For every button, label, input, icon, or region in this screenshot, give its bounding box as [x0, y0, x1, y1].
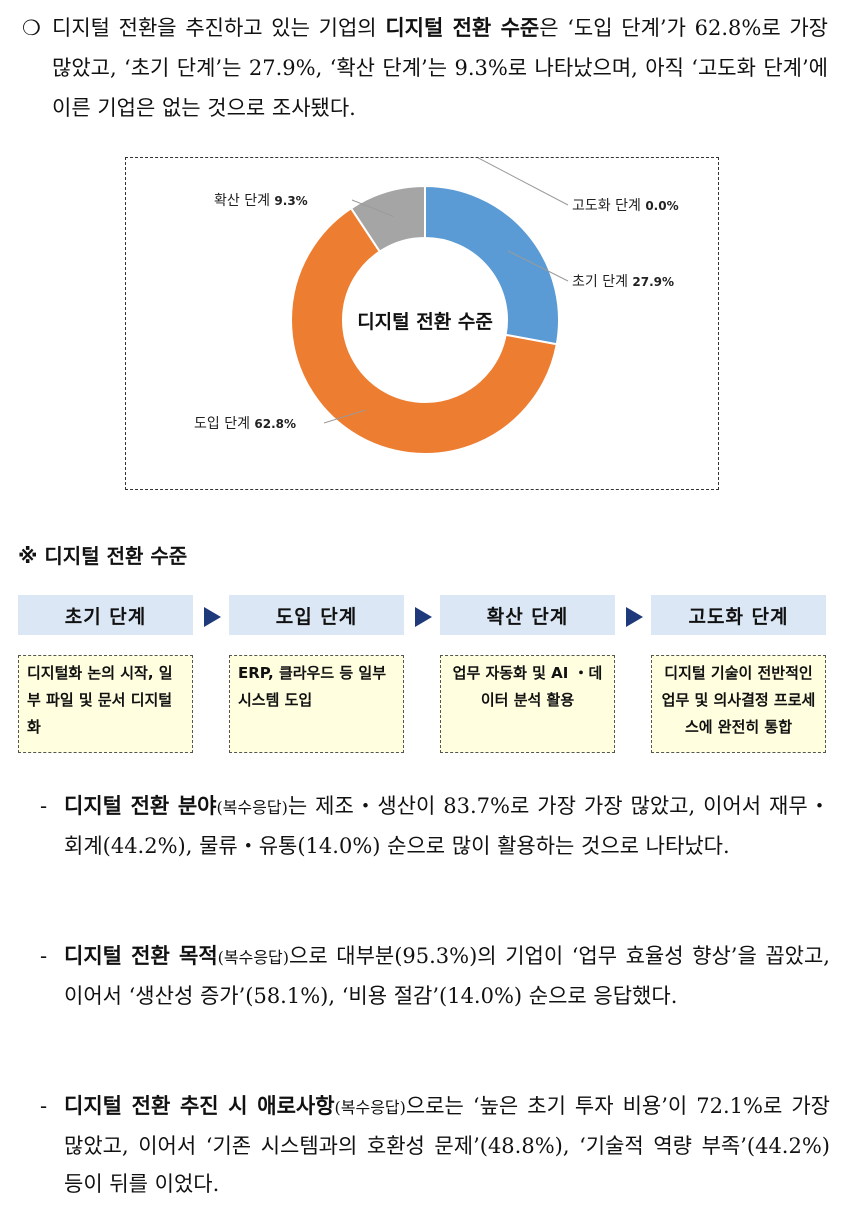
paragraph-note: (복수응답) — [334, 1098, 406, 1117]
stage-section-title: ※ 디지털 전환 수준 — [18, 544, 188, 568]
stage-desc-adoption: ERP, 클라우드 등 일부 시스템 도입 — [229, 655, 404, 753]
stage-box-adoption: 도입 단계 — [229, 595, 404, 635]
donut-chart: 고도화 단계 0.0% 초기 단계 27.9% 도입 단계 62.8% 확산 단계 9… — [194, 158, 679, 455]
stage-box-advanced: 고도화 단계 — [651, 595, 826, 635]
paragraph-keyword: 디지털 전환 분야 — [64, 793, 217, 818]
leader-line — [323, 409, 366, 424]
stage-desc-advanced: 디지털 기술이 전반적인 업무 및 의사결정 프로세스에 완전히 통합 — [651, 655, 826, 753]
paragraph-field: - 디지털 전환 분야(복수응답)는 제조・생산이 83.7%로 가장 가장 많… — [40, 787, 830, 865]
paragraph-purpose: - 디지털 전환 목적(복수응답)으로 대부분(95.3%)의 기업이 ‘업무 … — [40, 937, 830, 1015]
leader-line — [507, 250, 569, 282]
paragraph-text: 으로 대부분(95.3%)의 기업이 ‘업무 효율성 향상’을 꼽았고, 이어서… — [64, 944, 830, 1008]
dash-bullet: - — [40, 944, 48, 968]
arrow-right-icon — [626, 607, 643, 627]
donut-slice — [290, 206, 558, 455]
slice-label: 초기 단계 27.9% — [572, 274, 674, 290]
dash-bullet: - — [40, 794, 48, 818]
chart-title: 디지털 전환 수준 — [357, 311, 493, 333]
dash-bullet: - — [40, 1094, 48, 1118]
stage-box-initial: 초기 단계 — [18, 595, 193, 635]
paragraph-difficulties: - 디지털 전환 추진 시 애로사항(복수응답)으로는 ‘높은 초기 투자 비용… — [40, 1087, 830, 1203]
arrow-right-icon — [415, 607, 432, 627]
intro-text-pre: 디지털 전환을 추진하고 있는 기업의 — [52, 16, 386, 40]
circle-bullet-icon: ❍ — [22, 16, 41, 40]
intro-text-post: 은 ‘도입 단계’가 62.8%로 가장 많았고, ‘초기 단계’는 27.9%… — [52, 16, 829, 120]
paragraph-keyword: 디지털 전환 추진 시 애로사항 — [64, 1093, 335, 1118]
leader-line — [477, 158, 569, 206]
stage-desc-initial: 디지털화 논의 시작, 일부 파일 및 문서 디지털화 — [18, 655, 193, 753]
paragraph-note: (복수응답) — [216, 798, 288, 817]
paragraph-keyword: 디지털 전환 목적 — [64, 943, 218, 968]
slice-label: 고도화 단계 0.0% — [572, 198, 679, 214]
paragraph-note: (복수응답) — [217, 948, 290, 967]
slice-label: 확산 단계 9.3% — [214, 193, 308, 209]
stage-desc-expansion: 업무 자동화 및 AI ・데이터 분석 활용 — [440, 655, 615, 753]
intro-paragraph: ❍ 디지털 전환을 추진하고 있는 기업의 디지털 전환 수준은 ‘도입 단계’… — [22, 8, 828, 128]
donut-slice — [424, 184, 560, 346]
donut-chart-frame: 고도화 단계 0.0% 초기 단계 27.9% 도입 단계 62.8% 확산 단계 9… — [125, 157, 719, 490]
arrow-right-icon — [204, 607, 221, 627]
intro-keyword: 디지털 전환 수준 — [385, 15, 540, 40]
donut-slice — [349, 184, 426, 253]
paragraph-text: 는 제조・생산이 83.7%로 가장 가장 많았고, 이어서 재무・회계(44.… — [64, 794, 830, 858]
leader-line — [351, 199, 395, 218]
paragraph-text: 으로는 ‘높은 초기 투자 비용’이 72.1%로 가장 많았고, 이어서 ‘기… — [64, 1094, 830, 1196]
slice-label: 도입 단계 62.8% — [194, 416, 296, 432]
stage-box-expansion: 확산 단계 — [440, 595, 615, 635]
